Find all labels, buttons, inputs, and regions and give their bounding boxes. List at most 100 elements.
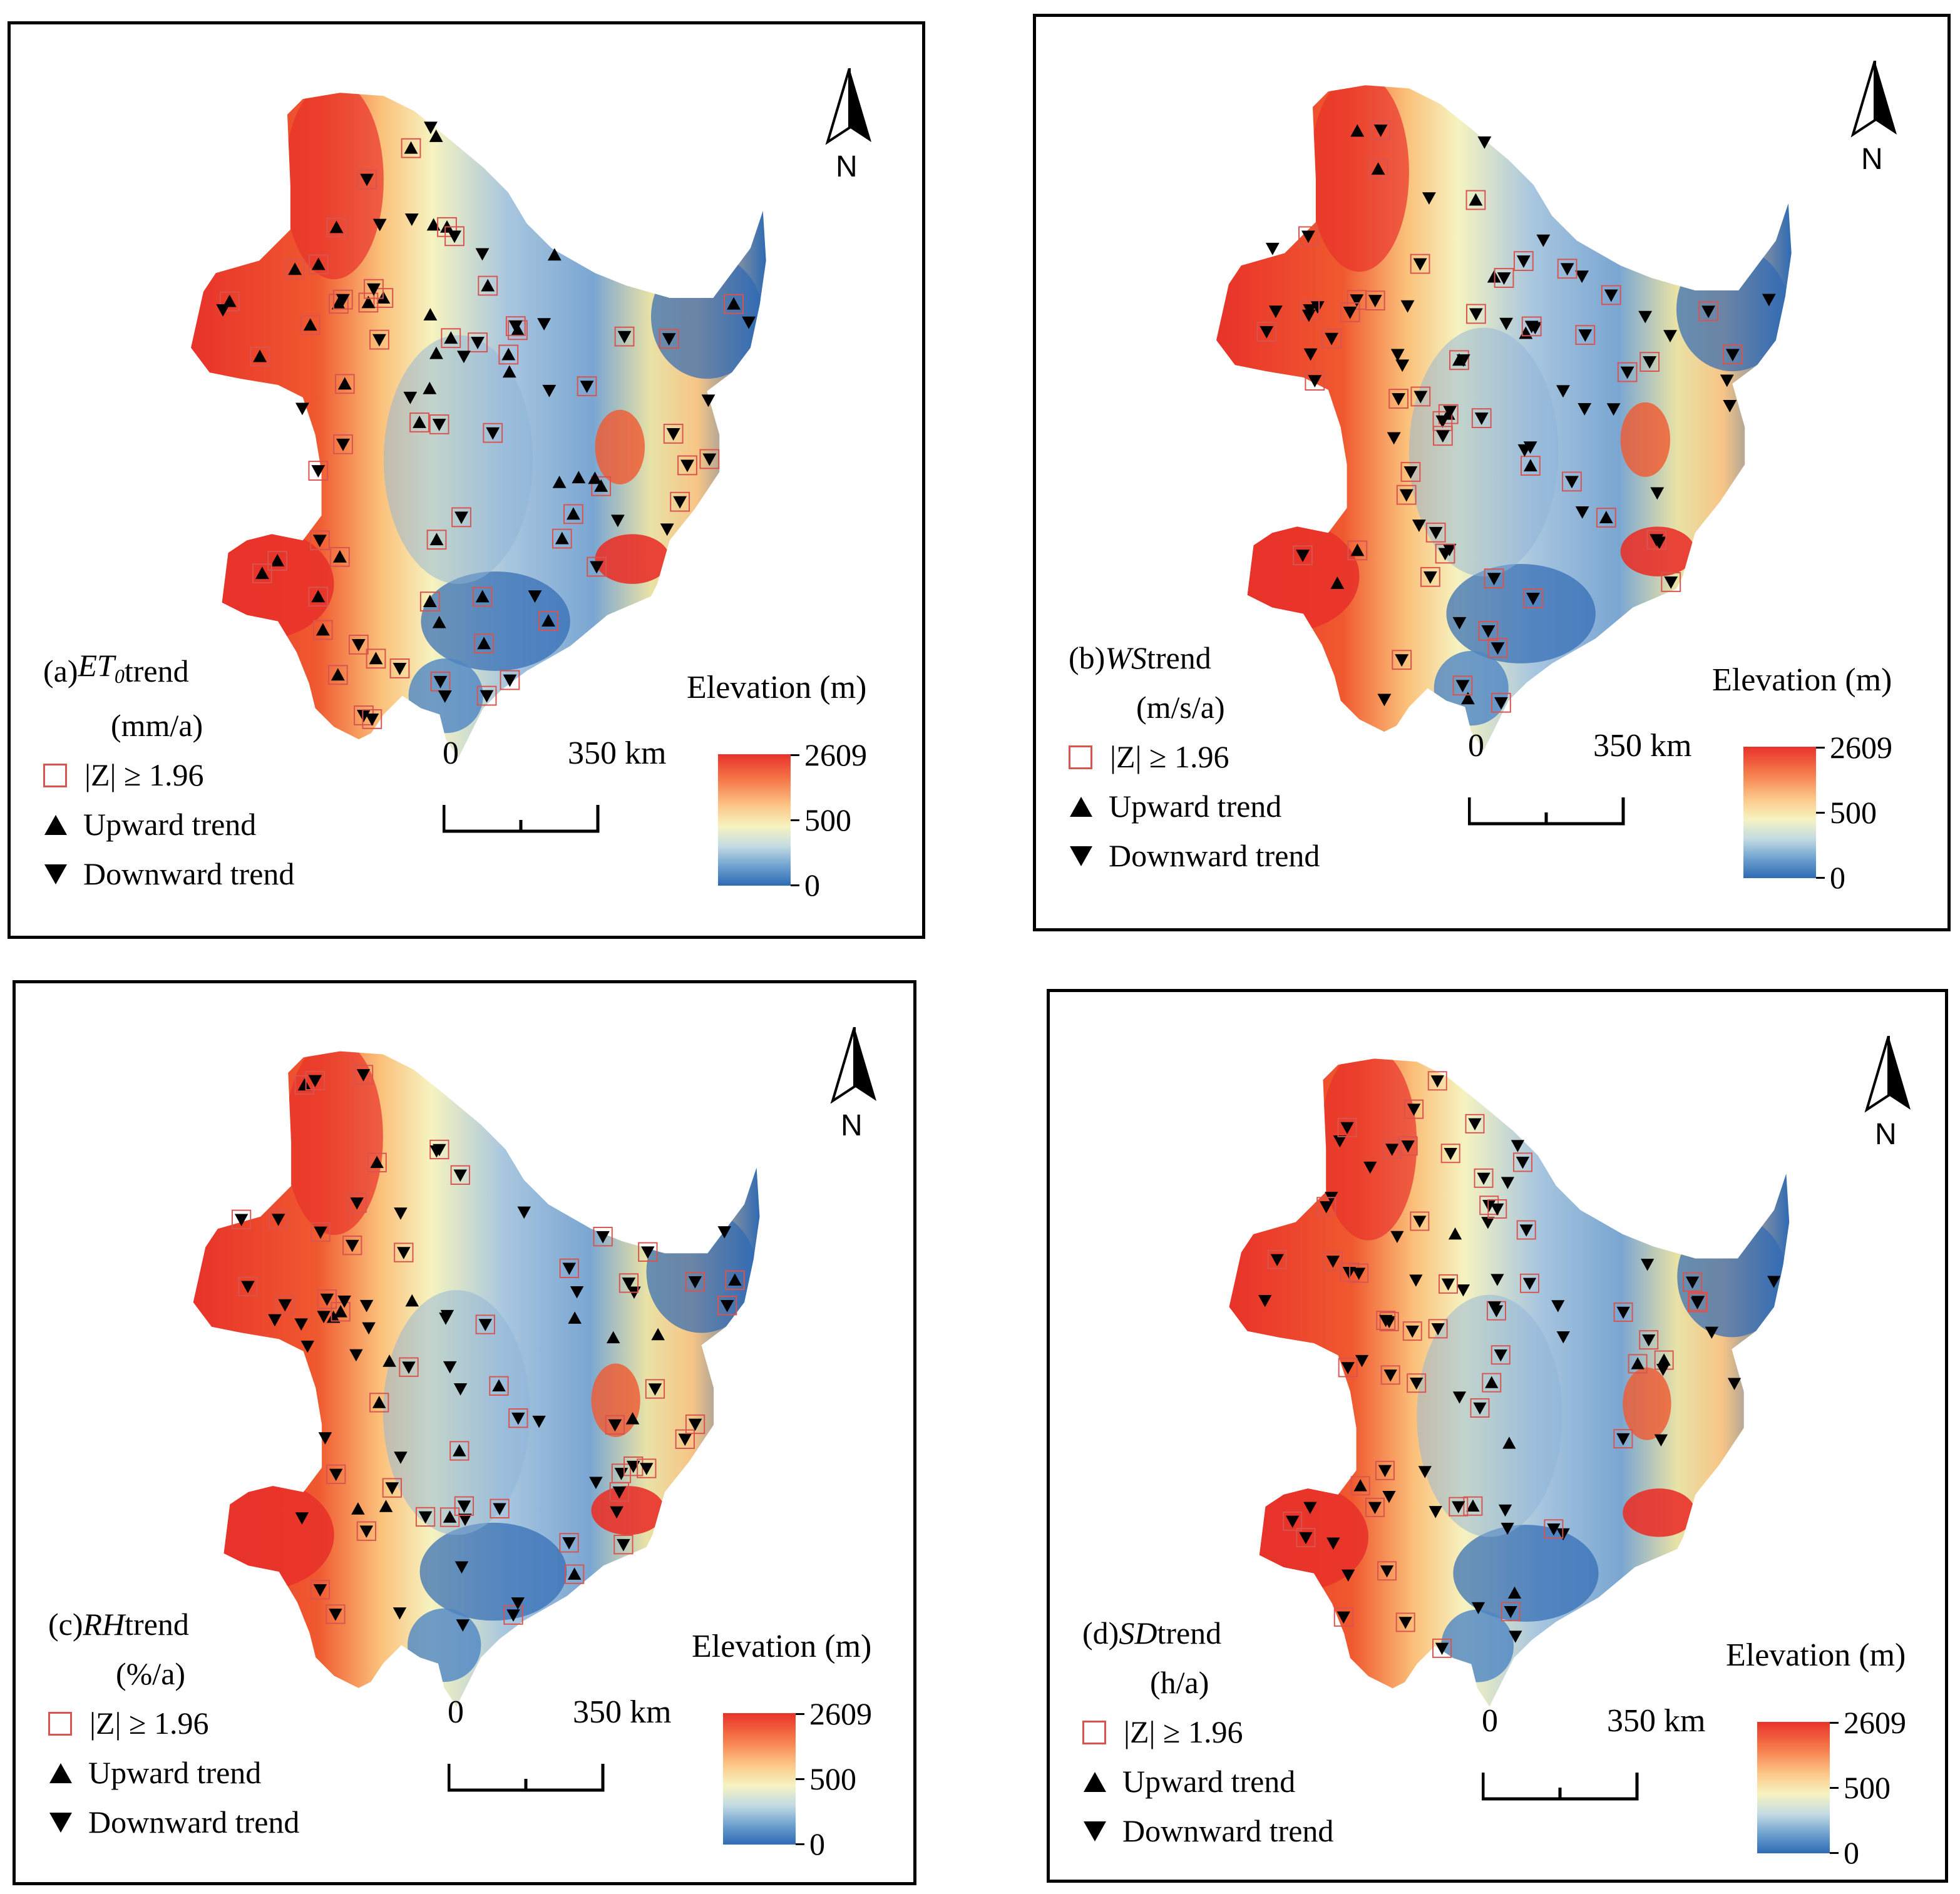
z-box-icon — [1491, 1345, 1511, 1365]
triangle-up-icon — [502, 365, 516, 378]
panel-label: (a) — [43, 653, 78, 688]
z-box-icon — [1482, 1373, 1502, 1393]
triangle-down-icon — [1268, 305, 1283, 319]
triangle-down-icon — [433, 675, 448, 688]
triangle-down-icon — [1350, 294, 1364, 307]
z-box-icon — [43, 763, 67, 787]
triangle-down-icon — [532, 1415, 546, 1428]
triangle-down-icon — [1452, 1391, 1467, 1404]
triangle-up-icon — [1507, 1586, 1522, 1599]
triangle-up-icon — [311, 257, 326, 270]
triangle-down-icon — [1441, 1278, 1455, 1291]
elevation-map — [1229, 1058, 1790, 1707]
triangle-up-icon — [568, 1311, 582, 1324]
scale-zero: 0 — [1468, 728, 1484, 764]
triangle-down-icon — [1606, 403, 1621, 416]
panel-label: (b) — [1069, 640, 1106, 675]
triangle-down-icon — [1286, 1515, 1300, 1528]
triangle-down-icon — [1412, 520, 1426, 532]
north-label: N — [836, 150, 858, 183]
legend-down-item: Downward trend — [1069, 831, 1320, 881]
z-box-icon — [310, 1222, 331, 1242]
triangle-down-icon — [1303, 1502, 1317, 1514]
triangle-down-icon — [1616, 1306, 1630, 1319]
elevation-tick: 500 — [804, 802, 851, 837]
z-box-icon — [250, 346, 270, 367]
scale-zero: 0 — [448, 1694, 464, 1730]
triangle-down-icon — [1368, 295, 1382, 308]
triangle-down-icon — [1301, 309, 1316, 322]
elevation-colorbar — [723, 1713, 796, 1845]
elevation-tick: 500 — [1844, 1770, 1891, 1805]
elevation-patch — [1320, 1058, 1417, 1241]
triangle-down-icon — [648, 1383, 662, 1396]
z-box-icon — [1296, 1528, 1316, 1548]
z-box-icon — [685, 1272, 705, 1292]
triangle-down-icon — [1342, 1569, 1355, 1582]
triangle-down-icon — [1423, 571, 1437, 584]
z-box-icon — [1427, 1071, 1447, 1091]
triangle-down-icon — [680, 459, 694, 473]
z-box-icon — [1350, 1476, 1370, 1496]
z-box-icon — [1338, 1358, 1358, 1378]
z-box-icon — [348, 634, 369, 655]
triangle-down-icon — [622, 1277, 636, 1290]
triangle-down-icon — [1471, 1602, 1485, 1615]
legend-z-item: |Z| ≥ 1.96 — [1069, 732, 1320, 782]
triangle-down-icon — [1368, 1502, 1382, 1514]
triangle-down-icon — [506, 1609, 520, 1622]
triangle-down-icon — [1363, 1161, 1377, 1174]
z-box-icon — [369, 1393, 389, 1413]
triangle-down-icon — [351, 638, 366, 652]
elevation-patch — [595, 534, 670, 584]
triangle-down-icon — [1578, 402, 1592, 416]
triangle-down-icon — [542, 384, 557, 397]
triangle-up-icon — [222, 294, 237, 307]
z-box-icon — [1370, 120, 1391, 140]
triangle-down-icon — [443, 1361, 457, 1374]
z-box-icon — [1470, 1398, 1490, 1418]
z-box-icon — [577, 376, 597, 397]
triangle-down-icon — [1578, 329, 1593, 342]
z-box-icon — [1449, 350, 1469, 371]
triangle-down-icon — [453, 1383, 468, 1396]
north-label: N — [1875, 1118, 1897, 1151]
elevation-legend: Elevation (m) 2609 500 0 — [692, 1628, 913, 1878]
triangle-down-icon — [580, 381, 594, 394]
triangle-down-icon — [1385, 1144, 1399, 1156]
triangle-up-icon — [1070, 796, 1092, 817]
z-box-icon — [267, 551, 288, 571]
triangle-up-icon — [651, 1328, 665, 1341]
elevation-patch — [1309, 85, 1409, 272]
triangle-down-icon — [589, 1477, 603, 1490]
z-box-icon — [1438, 1274, 1458, 1294]
triangle-down-icon — [1638, 310, 1653, 324]
z-box-icon — [1298, 226, 1318, 247]
triangle-down-icon — [1070, 846, 1092, 866]
triangle-up-icon — [572, 471, 586, 484]
triangle-up-icon — [351, 1502, 365, 1515]
triangle-down-icon — [1399, 489, 1414, 502]
triangle-down-icon — [701, 394, 716, 407]
triangle-up-icon — [405, 1294, 419, 1307]
triangle-down-icon — [475, 248, 490, 261]
z-box-icon — [505, 316, 526, 336]
elevation-patch — [1623, 1488, 1696, 1537]
triangle-down-icon — [1373, 124, 1388, 137]
z-box-icon — [305, 1070, 326, 1091]
z-box-icon — [275, 1294, 295, 1315]
z-box-icon — [1323, 1251, 1343, 1271]
z-box-icon — [587, 556, 607, 577]
z-box-icon — [308, 254, 329, 275]
triangle-up-icon — [547, 248, 562, 261]
z-box-icon — [409, 412, 429, 433]
z-box-icon — [1069, 745, 1092, 769]
triangle-down-icon — [356, 1069, 371, 1082]
triangle-down-icon — [1516, 255, 1531, 269]
z-box-icon — [1402, 1321, 1422, 1341]
triangle-down-icon — [478, 1319, 493, 1331]
z-box-icon — [382, 1478, 402, 1498]
triangle-down-icon — [511, 1412, 525, 1425]
triangle-down-icon — [1491, 1203, 1504, 1216]
triangle-down-icon — [1270, 1254, 1284, 1266]
